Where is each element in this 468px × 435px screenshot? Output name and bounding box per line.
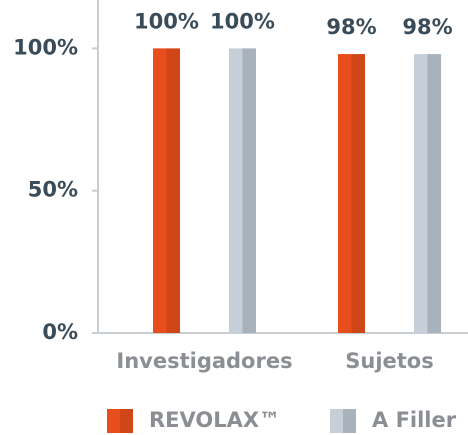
y-tick-label: 100%: [13, 35, 78, 59]
y-tick-label: 0%: [42, 320, 78, 344]
legend-swatch: [330, 409, 356, 433]
x-tick-label: Investigadores: [116, 349, 292, 373]
value-label: 98%: [402, 15, 452, 39]
x-tick-label: Sujetos: [345, 349, 433, 373]
bar: [229, 48, 256, 334]
bar: [338, 54, 365, 333]
legend-label: A Filler: [372, 408, 457, 432]
value-label: 98%: [326, 15, 376, 39]
bar: [414, 54, 441, 333]
bar: [153, 48, 180, 334]
legend-label: REVOLAX™: [149, 408, 280, 432]
value-label: 100%: [134, 9, 199, 33]
legend-swatch: [107, 409, 133, 433]
value-label: 100%: [210, 9, 275, 33]
y-tick-label: 50%: [28, 178, 78, 202]
